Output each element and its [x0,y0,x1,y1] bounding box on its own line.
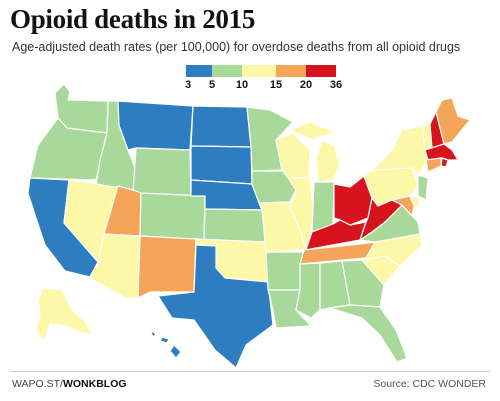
state-or [29,117,108,181]
footer-divider [10,371,490,372]
state-ny [371,125,429,176]
legend-bin-5-10 [212,65,242,77]
state-sd [190,145,253,185]
credit-link[interactable]: WAPO.ST/WONKBLOG [12,378,127,390]
legend-bin-3-5 [186,65,212,77]
legend-tick-3: 3 [184,79,192,91]
legend-tick-10: 10 [235,79,249,91]
legend-bin-10-15 [242,65,276,77]
state-fl [329,304,408,363]
legend-tick-15: 15 [269,79,283,91]
color-legend: 3 5 10 15 20 36 [185,65,342,91]
state-ar [265,251,305,291]
map-title: Opioid deaths in 2015 [10,4,256,34]
state-ri [440,157,449,168]
state-nm [137,235,197,299]
legend-tick-5: 5 [208,79,216,91]
source-note: Source: CDC WONDER [373,378,486,390]
state-wy [132,147,192,197]
credit-prefix: WAPO.ST/ [12,378,63,390]
state-ms [295,262,321,319]
state-nj [417,174,429,201]
credit-bold: WONKBLOG [62,378,127,390]
state-hi [149,329,182,359]
map-subtitle: Age-adjusted death rates (per 100,000) f… [12,40,461,54]
legend-bin-20-36 [306,65,336,77]
state-mt [117,100,194,151]
state-co [139,192,206,241]
state-ks [203,208,267,243]
state-il [287,177,315,251]
state-me [435,97,471,145]
legend-bin-15-20 [276,65,306,77]
state-tx [157,244,274,369]
state-ga [341,259,385,308]
legend-tick-20: 20 [299,79,313,91]
state-ak [35,287,93,343]
legend-tick-36: 36 [329,79,343,91]
state-nd [190,105,252,148]
state-ct [425,157,442,173]
state-md [391,195,415,217]
